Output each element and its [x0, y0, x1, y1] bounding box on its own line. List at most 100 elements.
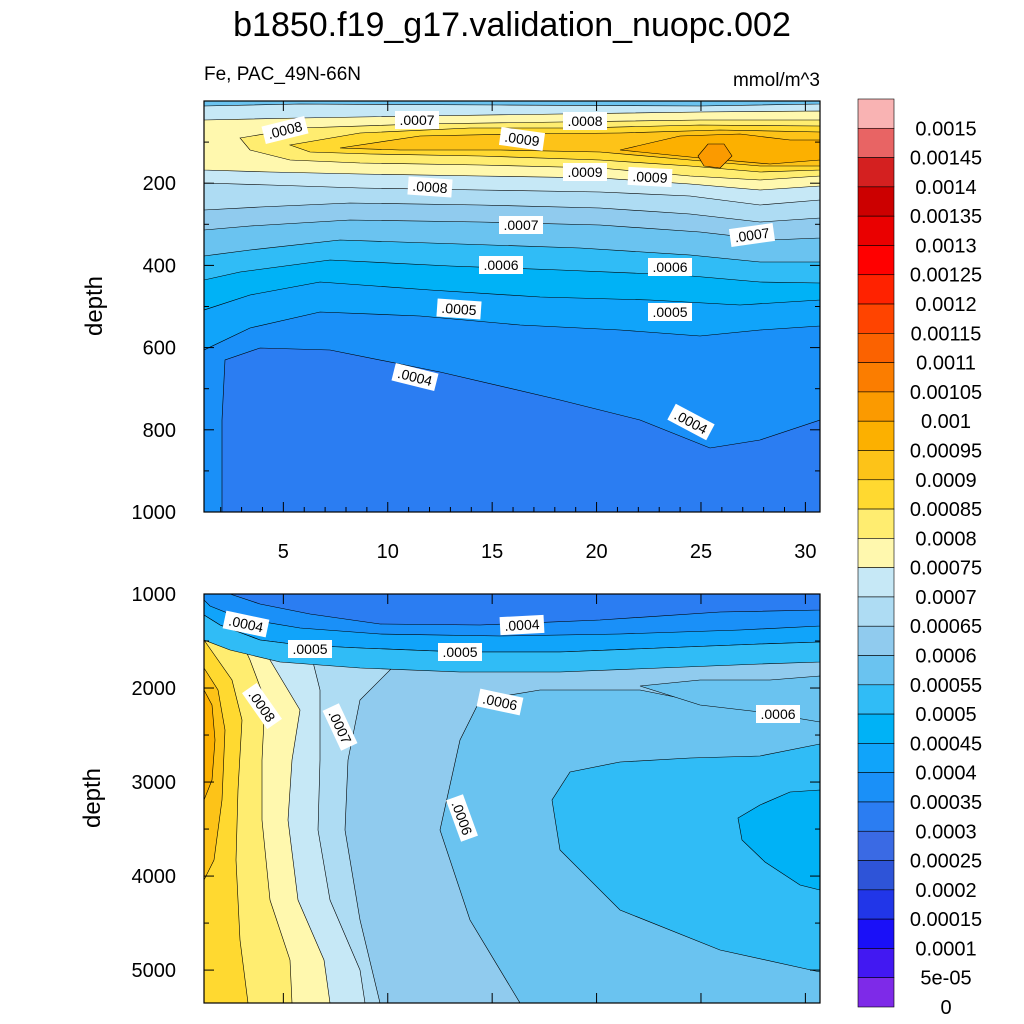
colorbar-swatch [857, 391, 895, 422]
colorbar-label: 0.00105 [910, 382, 982, 404]
contour-label: .0005 [438, 643, 482, 661]
colorbar-label: 0.00045 [910, 733, 982, 755]
y-tick-label: 200 [143, 173, 176, 195]
colorbar-label: 0.00145 [910, 148, 982, 170]
lower-contour-labels: .0004 .0004 .0005 .0005 .0006 .0006 .000… [222, 610, 800, 842]
colorbar-label: 0.0005 [915, 704, 976, 726]
contour-label: .0008 [563, 112, 607, 130]
upper-y-axis: 200 400 600 800 1000 [132, 141, 820, 524]
svg-text:.0006: .0006 [652, 259, 687, 275]
svg-text:.0005: .0005 [441, 300, 477, 318]
colorbar-swatch [857, 684, 895, 715]
colorbar-label: 0.0007 [915, 587, 976, 609]
colorbar-label: 0.0002 [915, 880, 976, 902]
lower-x-axis [282, 594, 806, 1003]
colorbar-label: 0.0008 [915, 528, 976, 550]
contour-label: .0008 [261, 115, 309, 145]
svg-text:.0008: .0008 [567, 113, 602, 129]
colorbar-label: 0.0004 [915, 763, 976, 785]
colorbar-label: 0.00055 [910, 675, 982, 697]
colorbar-swatch [857, 743, 895, 773]
svg-text:.0007: .0007 [503, 217, 538, 233]
colorbar-label: 0.0003 [915, 821, 976, 843]
svg-text:.0009: .0009 [567, 164, 602, 180]
x-tick-label: 10 [377, 541, 399, 563]
colorbar-swatch [857, 245, 895, 276]
colorbar-label: 0.0001 [915, 938, 976, 960]
svg-text:.0009: .0009 [632, 168, 668, 186]
svg-text:.0005: .0005 [442, 644, 477, 660]
svg-text:.0006: .0006 [483, 257, 518, 273]
colorbar-swatch [857, 596, 895, 627]
upper-panel: 5 10 15 20 25 30 200 400 600 800 1000 depth .0008… [81, 100, 821, 563]
contour-label: .0005 [288, 640, 332, 658]
upper-contour-fill [204, 101, 820, 512]
colorbar-swatch [857, 215, 895, 246]
colorbar: 0.0015 0.00145 0.0014 0.00135 0.0013 0.00125 0… [857, 98, 982, 1019]
y-tick-label: 3000 [132, 772, 177, 794]
colorbar-label: 0.0006 [915, 646, 976, 668]
colorbar-swatch [857, 274, 895, 305]
lower-panel: 1000 2000 3000 4000 5000 depth .0004 .0004 .… [79, 584, 821, 1004]
colorbar-swatch [857, 655, 895, 686]
svg-text:.0005: .0005 [652, 304, 687, 320]
colorbar-label: 0.00125 [910, 265, 982, 287]
colorbar-label: 0.0009 [915, 470, 976, 492]
colorbar-swatch [857, 625, 895, 656]
svg-text:.0006: .0006 [760, 706, 795, 722]
colorbar-swatch [857, 98, 895, 129]
x-tick-label: 30 [794, 541, 816, 563]
colorbar-swatch [857, 567, 895, 598]
contour-label: .0004 [499, 614, 545, 636]
svg-text:.0004: .0004 [504, 616, 540, 634]
colorbar-swatch [857, 801, 895, 832]
colorbar-swatch [857, 303, 895, 334]
colorbar-swatch [857, 479, 895, 510]
contour-label: .0009 [627, 166, 673, 188]
x-tick-label: 15 [481, 541, 503, 563]
x-tick-label: 20 [585, 541, 607, 563]
colorbar-label: 0.00075 [910, 558, 982, 580]
svg-text:.0006: .0006 [481, 691, 519, 714]
colorbar-swatch [857, 127, 895, 158]
svg-text:.0004: .0004 [227, 613, 265, 636]
lower-y-axis-label: depth [79, 768, 106, 828]
colorbar-label: 0.0011 [916, 353, 976, 375]
y-tick-label: 600 [143, 338, 176, 360]
colorbar-swatch [857, 772, 895, 803]
colorbar-label: 0.00095 [910, 440, 982, 462]
contour-label: .0008 [407, 176, 453, 198]
svg-text:.0007: .0007 [399, 112, 434, 128]
colorbar-label: 0.00035 [910, 792, 982, 814]
colorbar-swatch [857, 948, 895, 979]
colorbar-swatch [857, 157, 895, 188]
colorbar-swatch [857, 362, 895, 393]
y-tick-label: 800 [143, 420, 176, 442]
x-tick-label: 5 [278, 541, 289, 563]
colorbar-label: 0.00065 [910, 616, 982, 638]
svg-text:.0008: .0008 [412, 178, 448, 196]
svg-text:.0007: .0007 [734, 225, 771, 246]
colorbar-swatch [857, 977, 895, 1008]
colorbar-swatch [857, 860, 895, 891]
contour-label: .0004 [222, 610, 270, 638]
contour-label: .0005 [436, 298, 482, 320]
variable-label: Fe, PAC_49N-66N [204, 64, 361, 85]
y-tick-label: 2000 [132, 678, 177, 700]
upper-x-axis: 5 10 15 20 25 30 [220, 101, 817, 563]
colorbar-label: 0.0014 [915, 177, 976, 199]
y-tick-label: 5000 [132, 960, 177, 982]
contour-label: .0009 [498, 127, 546, 151]
colorbar-label: 0.00025 [910, 851, 982, 873]
colorbar-label: 0.00135 [910, 206, 982, 228]
colorbar-label: 0.0013 [915, 235, 976, 257]
contour-label: .0007 [728, 223, 776, 247]
contour-label: .0007 [499, 216, 543, 234]
contour-label: .0006 [756, 705, 800, 723]
y-tick-label: 400 [143, 255, 176, 277]
colorbar-swatch [857, 333, 895, 363]
upper-y-axis-label: depth [81, 276, 108, 336]
colorbar-label: 0.00085 [910, 499, 982, 521]
colorbar-swatch [857, 538, 895, 568]
